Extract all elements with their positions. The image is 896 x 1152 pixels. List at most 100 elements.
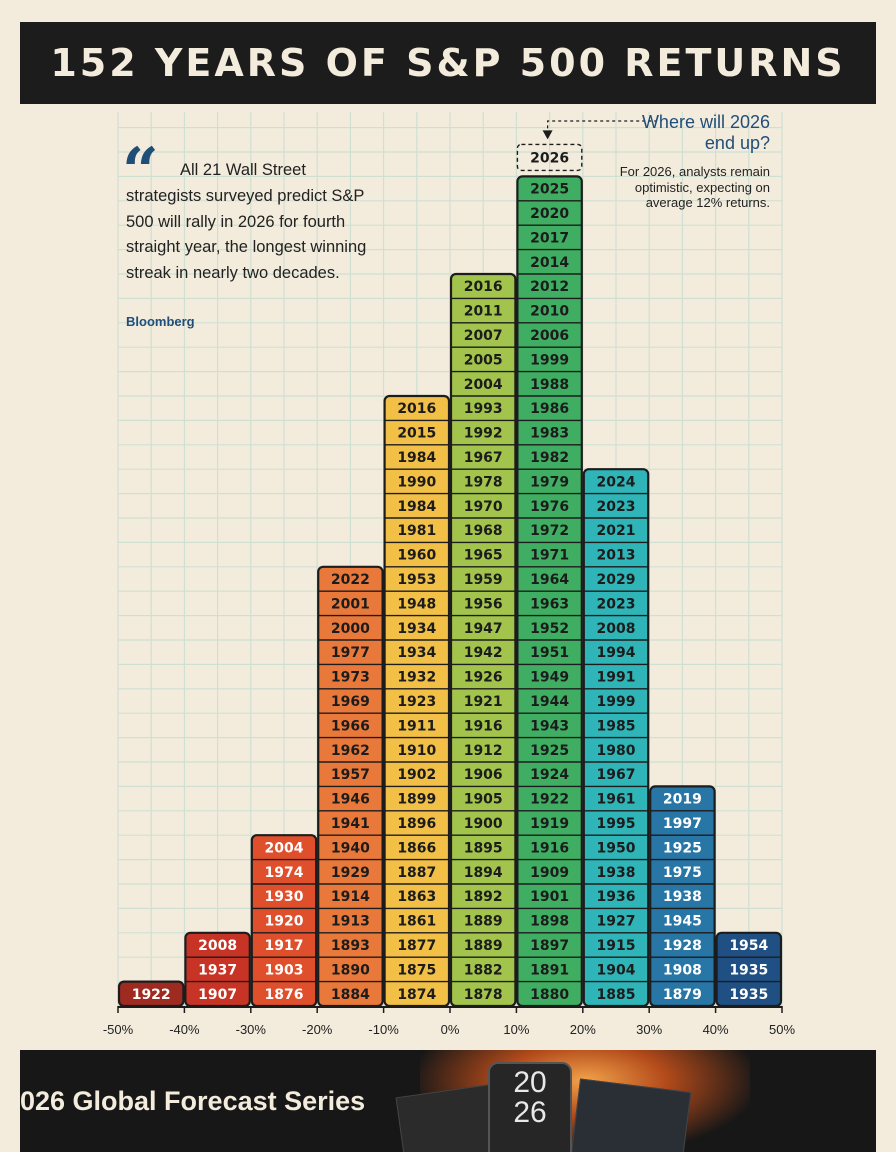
year-cell: 1910 [397, 743, 436, 759]
year-cell: 1942 [464, 645, 503, 661]
quote-icon: “ [122, 134, 159, 209]
histogram-bin: 1884 1890 1893 1913 1914 1929 1940 1941 1946 1957… [317, 565, 384, 1008]
year-cell: 1937 [198, 962, 237, 978]
x-tick-label: 50% [769, 1022, 795, 1037]
year-cell: 1929 [331, 865, 370, 881]
year-cell: 1907 [198, 987, 237, 1003]
year-cell: 1995 [597, 816, 636, 832]
year-cell: 2020 [530, 206, 569, 222]
year-cell: 1916 [530, 840, 569, 856]
histogram-bin: 1907 1937 2008 [184, 931, 251, 1008]
x-tick-label: 10% [503, 1022, 529, 1037]
year-cell: 1984 [397, 499, 436, 515]
year-cell: 1898 [530, 914, 569, 930]
year-cell: 2019 [663, 792, 702, 808]
year-cell: 1925 [530, 743, 569, 759]
year-cell: 1894 [464, 865, 503, 881]
year-cell: 1904 [597, 962, 636, 978]
year-cell: 1992 [464, 426, 503, 442]
year-cell: 2007 [464, 328, 503, 344]
year-cell: 1968 [464, 523, 503, 539]
year-cell: 1909 [530, 865, 569, 881]
x-tick-label: 30% [636, 1022, 662, 1037]
year-cell: 1911 [397, 718, 436, 734]
annotation-question: Where will 2026 end up? [641, 112, 770, 153]
x-tick-label: -10% [368, 1022, 399, 1037]
year-cell: 1900 [464, 816, 503, 832]
year-cell: 1935 [729, 962, 768, 978]
year-cell: 1970 [464, 499, 503, 515]
year-cell: 1934 [397, 645, 436, 661]
annotation-body: For 2026, analysts remain optimistic, ex… [619, 164, 770, 210]
year-cell: 1885 [597, 987, 636, 1003]
year-cell: 1932 [397, 670, 436, 686]
footer-phone-image: 20 26 [488, 1062, 572, 1152]
year-cell: 1948 [397, 596, 436, 612]
year-cell: 1913 [331, 914, 370, 930]
year-cell: 1935 [729, 987, 768, 1003]
year-cell: 1959 [464, 572, 503, 588]
year-cell: 1997 [663, 816, 702, 832]
year-cell: 1957 [331, 767, 370, 783]
year-cell: 1967 [597, 767, 636, 783]
year-cell: 1936 [597, 889, 636, 905]
year-cell: 1977 [331, 645, 370, 661]
year-cell: 1999 [530, 352, 569, 368]
year-cell: 1878 [464, 987, 503, 1003]
year-cell: 1924 [530, 767, 569, 783]
year-cell: 1921 [464, 694, 503, 710]
year-cell: 1927 [597, 914, 636, 930]
year-cell: 1941 [331, 816, 370, 832]
year-cell: 1930 [265, 889, 304, 905]
histogram-chart: 1922 1907 1937 2008 1876 1903 1917 1920 1930 1974… [103, 112, 795, 1037]
year-cell: 2014 [530, 255, 569, 271]
x-tick-label: -20% [302, 1022, 333, 1037]
year-cell: 1905 [464, 792, 503, 808]
year-cell: 1903 [265, 962, 304, 978]
year-cell: 2006 [530, 328, 569, 344]
histogram-bin: 1876 1903 1917 1920 1930 1974 2004 [250, 834, 318, 1008]
year-cell: 1861 [397, 914, 436, 930]
year-cell: 1880 [530, 987, 569, 1003]
x-tick-label: 0% [441, 1022, 460, 1037]
year-cell: 2025 [530, 182, 569, 198]
year-cell: 1980 [597, 743, 636, 759]
year-cell: 1882 [464, 962, 503, 978]
x-tick-label: 40% [703, 1022, 729, 1037]
quote-source: Bloomberg [126, 314, 195, 329]
histogram-bin: 1880 1891 1897 1898 1901 1909 1916 1919 1922 1924… [516, 175, 583, 1008]
x-tick-label: 20% [570, 1022, 596, 1037]
year-cell: 1990 [397, 474, 436, 490]
forecast-label: 2026 [530, 150, 569, 166]
year-cell: 1874 [397, 987, 436, 1003]
year-cell: 1982 [530, 450, 569, 466]
year-cell: 1986 [530, 401, 569, 417]
year-cell: 1879 [663, 987, 702, 1003]
year-cell: 1925 [663, 840, 702, 856]
year-cell: 1922 [132, 987, 171, 1003]
year-cell: 1943 [530, 718, 569, 734]
year-cell: 1991 [597, 670, 636, 686]
year-cell: 1960 [397, 548, 436, 564]
year-cell: 1950 [597, 840, 636, 856]
year-cell: 1928 [663, 938, 702, 954]
year-cell: 1919 [530, 816, 569, 832]
year-cell: 2010 [530, 304, 569, 320]
year-cell: 2000 [331, 621, 370, 637]
chart-bins: 1922 1907 1937 2008 1876 1903 1917 1920 1930 1974… [117, 175, 783, 1008]
year-cell: 1889 [464, 938, 503, 954]
year-cell: 1893 [331, 938, 370, 954]
year-cell: 1889 [464, 914, 503, 930]
forecast-leader-line [547, 120, 656, 135]
year-cell: 1999 [597, 694, 636, 710]
year-cell: 2011 [464, 304, 503, 320]
year-cell: 1966 [331, 718, 370, 734]
year-cell: 2023 [597, 499, 636, 515]
histogram-bin: 1874 1875 1877 1861 1863 1887 1866 1896 1899 1902… [383, 394, 451, 1008]
footer-series-label: 026 Global Forecast Series [20, 1086, 366, 1116]
quote-text: All 21 Wall Street strategists surveyed … [126, 161, 367, 283]
year-cell: 1916 [464, 718, 503, 734]
year-cell: 2012 [530, 279, 569, 295]
histogram-bin: 1885 1904 1915 1927 1936 1938 1950 1995 1961 1967… [582, 468, 650, 1008]
year-cell: 1988 [530, 377, 569, 393]
